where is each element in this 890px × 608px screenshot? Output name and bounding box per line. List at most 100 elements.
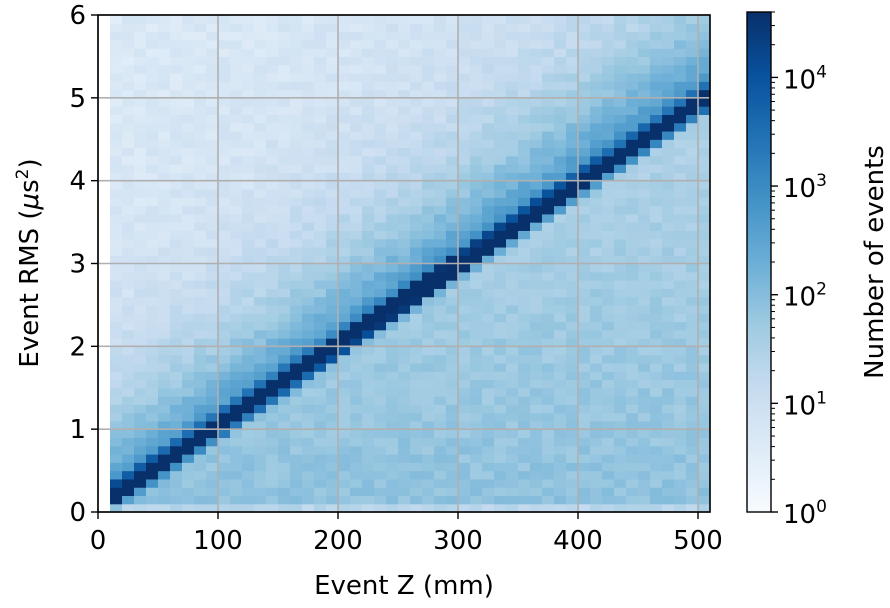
heatmap-cell <box>686 462 699 472</box>
heatmap-cell <box>290 230 303 240</box>
heatmap-cell <box>398 255 411 265</box>
heatmap-cell <box>686 288 699 298</box>
heatmap-cell <box>302 23 315 33</box>
heatmap-cell <box>698 354 711 364</box>
heatmap-cell <box>194 147 207 157</box>
heatmap-cell <box>110 362 123 372</box>
heatmap-cell <box>506 130 519 140</box>
heatmap-cell <box>578 31 591 41</box>
heatmap-cell <box>278 31 291 41</box>
heatmap-cell <box>410 396 423 405</box>
heatmap-cell <box>590 197 603 207</box>
heatmap-cell <box>230 97 243 107</box>
heatmap-cell <box>686 313 699 323</box>
heatmap-cell <box>182 304 195 314</box>
heatmap-cell <box>242 64 255 74</box>
y-tick-label: 2 <box>69 332 86 362</box>
heatmap-cell <box>230 362 243 372</box>
heatmap-cell <box>638 246 651 256</box>
heatmap-cell <box>110 130 123 140</box>
heatmap-cell <box>146 130 159 140</box>
heatmap-cell <box>266 379 279 389</box>
heatmap-cell <box>302 255 315 265</box>
heatmap-cell <box>422 487 435 497</box>
heatmap-cell <box>542 304 555 314</box>
heatmap-cell <box>698 271 711 281</box>
heatmap-cell <box>674 454 687 463</box>
heatmap-cell <box>206 454 219 463</box>
heatmap-cell <box>554 222 567 231</box>
heatmap-cell <box>542 296 555 306</box>
heatmap-cell <box>614 296 627 306</box>
heatmap-cell <box>386 48 399 58</box>
heatmap-cell <box>350 321 363 331</box>
heatmap-cell <box>206 222 219 231</box>
heatmap-cell <box>170 437 183 447</box>
heatmap-cell <box>422 329 435 339</box>
heatmap-cell <box>194 122 207 132</box>
heatmap-cell <box>206 56 219 66</box>
heatmap-cell <box>182 503 195 513</box>
heatmap-cell <box>314 155 327 165</box>
heatmap-cell <box>578 97 591 107</box>
heatmap-cell <box>338 222 351 231</box>
heatmap-cell <box>266 48 279 58</box>
heatmap-cell <box>674 97 687 107</box>
heatmap-cell <box>194 64 207 74</box>
heatmap-cell <box>350 362 363 372</box>
heatmap-cell <box>338 81 351 91</box>
heatmap-cell <box>230 139 243 149</box>
heatmap-cell <box>290 503 303 513</box>
heatmap-cell <box>566 39 579 49</box>
heatmap-cell <box>602 495 615 505</box>
heatmap-cell <box>434 89 447 99</box>
heatmap-cell <box>458 31 471 41</box>
heatmap-cell <box>434 23 447 33</box>
heatmap-cell <box>446 139 459 149</box>
heatmap-cell <box>206 172 219 182</box>
heatmap-cell <box>686 238 699 248</box>
heatmap-cell <box>566 445 579 455</box>
heatmap-cell <box>230 130 243 140</box>
heatmap-cell <box>602 213 615 223</box>
heatmap-cell <box>254 89 267 99</box>
heatmap-cell <box>206 15 219 24</box>
heatmap-cell <box>230 288 243 298</box>
heatmap-cell <box>110 454 123 463</box>
heatmap-cell <box>590 238 603 248</box>
heatmap-cell <box>254 263 267 273</box>
heatmap-cell <box>350 429 363 439</box>
heatmap-cell <box>302 97 315 107</box>
heatmap-cell <box>494 263 507 273</box>
heatmap-cell <box>362 470 375 480</box>
heatmap-cell <box>662 122 675 132</box>
heatmap-cell <box>458 296 471 306</box>
heatmap-cell <box>374 404 387 414</box>
heatmap-cell <box>506 503 519 513</box>
heatmap-cell <box>302 437 315 447</box>
heatmap-cell <box>158 296 171 306</box>
heatmap-cell <box>290 280 303 289</box>
heatmap-cell <box>362 503 375 513</box>
heatmap-cell <box>362 230 375 240</box>
heatmap-cell <box>494 205 507 215</box>
heatmap-cell <box>506 420 519 430</box>
heatmap-cell <box>374 304 387 314</box>
heatmap-cell <box>326 97 339 107</box>
heatmap-cell <box>662 371 675 381</box>
heatmap-cell <box>410 48 423 58</box>
heatmap-cell <box>662 155 675 165</box>
heatmap-cell <box>290 420 303 430</box>
heatmap-cell <box>626 255 639 265</box>
heatmap-cell <box>434 379 447 389</box>
heatmap-cell <box>506 445 519 455</box>
heatmap-cell <box>182 48 195 58</box>
heatmap-cell <box>626 238 639 248</box>
heatmap-cell <box>290 495 303 505</box>
heatmap-cell <box>650 23 663 33</box>
heatmap-cell <box>398 130 411 140</box>
heatmap-cell <box>230 164 243 173</box>
heatmap-cell <box>230 445 243 455</box>
heatmap-cell <box>614 230 627 240</box>
